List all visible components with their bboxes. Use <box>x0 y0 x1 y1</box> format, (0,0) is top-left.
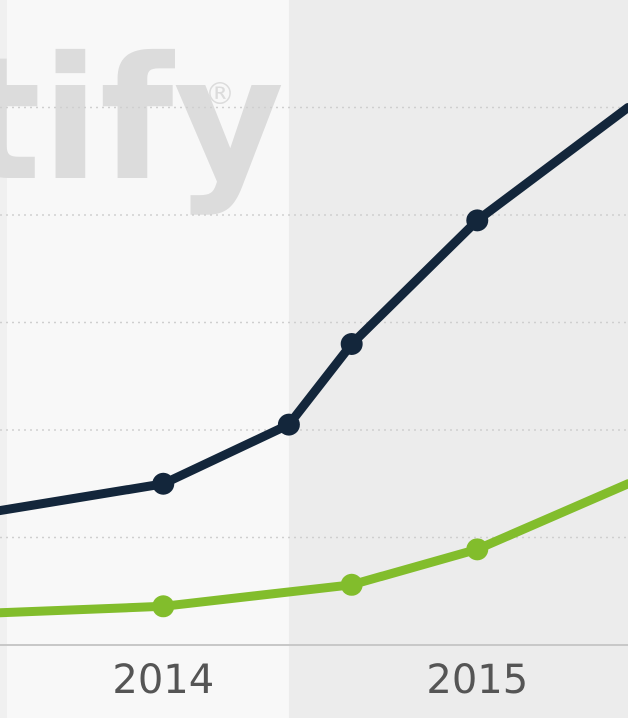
gridlines <box>0 106 628 539</box>
x-tick-label-2015: 2015 <box>426 657 528 703</box>
series-1-point-2 <box>152 472 175 495</box>
series-2 <box>0 479 628 618</box>
series-1-point-3 <box>277 413 300 436</box>
series-1 <box>0 103 628 516</box>
series-group <box>0 103 628 618</box>
series-2-point-3 <box>340 573 363 596</box>
x-tick-labels: 2014 2015 <box>112 657 528 703</box>
series-2-point-2 <box>152 595 175 618</box>
x-tick-label-2014: 2014 <box>112 657 214 703</box>
watermark-registered-mark: ® <box>205 77 235 112</box>
series-1-point-4 <box>340 333 363 355</box>
series-2-point-4 <box>466 538 489 561</box>
series-1-line <box>0 103 628 516</box>
band-edge <box>0 0 7 718</box>
watermark-text: tify <box>0 21 284 219</box>
watermark: tify ® <box>0 21 284 219</box>
series-1-point-5 <box>466 209 489 232</box>
